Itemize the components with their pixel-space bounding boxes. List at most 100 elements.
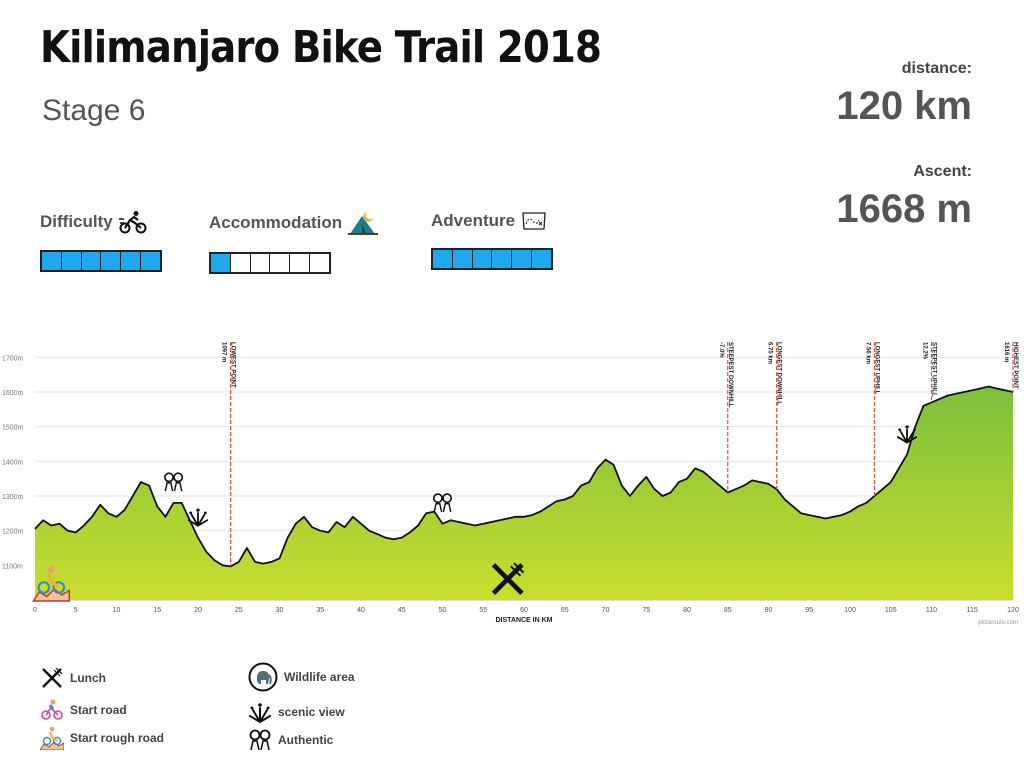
x-tick-label: 105: [885, 607, 897, 614]
x-tick-label: 95: [805, 607, 813, 614]
x-axis-tick-labels: 0 5 10 15 20 25 30 35 40 45 50 55 60 65 70 75 80 85 90 95 10…: [33, 607, 1019, 614]
legend-label-lunch: Lunch: [70, 671, 106, 685]
map-icon: [522, 212, 546, 230]
x-tick-label: 100: [844, 607, 856, 614]
x-axis-label: DISTANCE IN KM: [495, 617, 552, 624]
x-tick-label: 25: [235, 607, 243, 614]
accommodation-rating: Accommodation: [209, 210, 379, 274]
adventure-level-bar: [431, 248, 553, 270]
x-tick-label: 20: [194, 607, 202, 614]
legend-label-start-rough-road: Start rough road: [70, 731, 165, 745]
legend-label-authentic: Authentic: [278, 733, 334, 747]
rating-cell: [42, 252, 62, 270]
x-tick-label: 65: [561, 607, 569, 614]
tent-icon: [348, 212, 379, 235]
y-tick-label: 1100m: [2, 563, 23, 570]
rating-cell: [310, 254, 329, 272]
marker-label: LOWEST POINT: [230, 342, 236, 388]
legend-item-authentic: Authentic: [248, 728, 333, 752]
start-road-icon: [41, 699, 63, 720]
scenic-view-icon: [249, 703, 271, 723]
accommodation-level-bar: [209, 252, 331, 274]
marker-value: 7.56 km: [864, 342, 870, 364]
start-rough-road-icon: [40, 726, 64, 750]
scenic-view-icon: [896, 425, 918, 444]
y-tick-label: 1400m: [2, 459, 24, 466]
x-tick-label: 80: [683, 607, 691, 614]
page-title: Kilimanjaro Bike Trail 2018: [40, 22, 602, 73]
rating-cell: [101, 252, 122, 270]
marker-value: 1616 m: [1003, 342, 1009, 362]
marker-label: HIGHEST POINT: [1012, 342, 1018, 389]
rating-cell: [433, 250, 453, 268]
legend-item-start-road: Start road: [40, 698, 127, 722]
rating-cell: [211, 254, 231, 272]
rating-cell: [270, 254, 291, 272]
accommodation-label: Accommodation: [209, 213, 343, 232]
x-tick-label: 110: [926, 607, 937, 614]
authentic-icon: [249, 729, 271, 751]
x-tick-label: 55: [479, 607, 487, 614]
elephant-icon: [248, 662, 278, 692]
difficulty-rating: Difficulty: [40, 210, 162, 272]
ascent-label: Ascent:: [913, 163, 972, 180]
cyclist-icon: [118, 211, 147, 234]
marker-value: -7.0%: [718, 342, 724, 358]
rating-cell: [141, 252, 160, 270]
x-tick-label: 90: [765, 607, 773, 614]
distance-value: 120 km: [836, 84, 972, 128]
elevation-line: [34, 385, 1014, 568]
rating-cell: [250, 254, 271, 272]
x-tick-label: 70: [602, 607, 610, 614]
x-tick-label: 35: [316, 607, 324, 614]
elevation-profile-chart: 1100m 1200m 1300m 1400m 1500m 1600m 1700m LOWE…: [2, 342, 1019, 626]
elevation-area: [35, 386, 1013, 600]
marker-value: 6.75 km: [767, 342, 773, 364]
x-tick-label: 15: [153, 607, 161, 614]
x-tick-label: 85: [724, 607, 732, 614]
x-tick-label: 60: [520, 607, 528, 614]
rating-cell: [472, 250, 493, 268]
legend-label-wildlife-area: Wildlife area: [284, 670, 355, 684]
authentic-icon: [164, 472, 184, 492]
stage-subtitle: Stage 6: [42, 94, 146, 127]
lunch-icon: [491, 562, 525, 595]
x-tick-label: 40: [357, 607, 365, 614]
legend-item-scenic-view: scenic view: [248, 700, 345, 724]
authentic-icon: [432, 493, 453, 513]
marker-label: STEEPEST DOWNHILL: [727, 342, 733, 408]
chart-credit: plotaroute.com: [978, 620, 1018, 626]
x-tick-label: 75: [642, 607, 650, 614]
x-tick-label: 5: [74, 607, 78, 614]
rating-cell: [121, 252, 142, 270]
rating-cell: [532, 250, 551, 268]
points-of-interest: [31, 425, 918, 602]
rating-cell: [230, 254, 251, 272]
legend-item-lunch: Lunch: [40, 666, 106, 690]
marker-value: 1097 m: [221, 342, 227, 362]
y-axis-tick-labels: 1100m 1200m 1300m 1400m 1500m 1600m 1700m: [2, 355, 24, 570]
marker-label: LONGEST DOWNHILL: [776, 342, 782, 405]
difficulty-label: Difficulty: [40, 212, 113, 231]
rating-cell: [81, 252, 102, 270]
legend: Lunch Start road Start rough road Wildli…: [0, 660, 1024, 760]
rating-cell: [452, 250, 473, 268]
legend-label-scenic-view: scenic view: [278, 705, 345, 719]
lunch-icon: [42, 667, 63, 688]
legend-label-start-road: Start road: [70, 703, 127, 717]
ascent-value: 1668 m: [836, 187, 972, 231]
y-tick-label: 1200m: [2, 529, 24, 536]
y-tick-label: 1300m: [2, 494, 24, 501]
y-tick-label: 1600m: [2, 390, 24, 397]
x-tick-label: 30: [276, 607, 284, 614]
rating-cell: [512, 250, 533, 268]
marker-label: STEEPEST UPHILL: [931, 342, 937, 397]
rating-cell: [492, 250, 513, 268]
distance-label: distance:: [901, 60, 972, 77]
y-tick-label: 1700m: [2, 355, 24, 362]
x-tick-label: 45: [398, 607, 406, 614]
rating-cell: [61, 252, 82, 270]
marker-value: 12.2%: [922, 342, 928, 360]
x-tick-label: 115: [967, 607, 978, 614]
